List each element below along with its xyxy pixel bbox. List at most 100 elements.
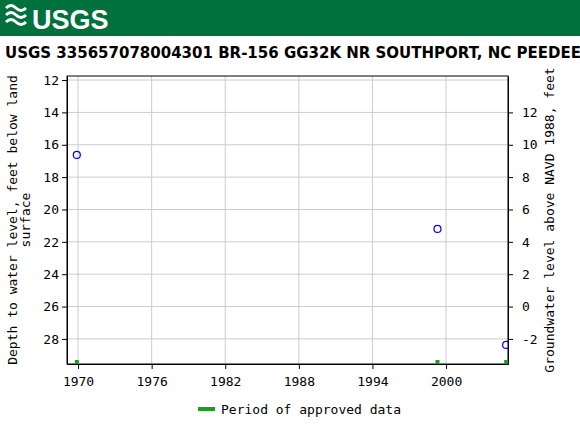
grid-line-y xyxy=(67,144,508,145)
tick-mark xyxy=(62,274,67,275)
tick: 2 xyxy=(508,267,530,282)
data-point xyxy=(503,341,508,348)
logo-wave xyxy=(6,20,26,25)
chart: USGS USGS 335657078004301 BR-156 GG32K NR… xyxy=(0,0,580,430)
tick: 12 xyxy=(508,105,538,120)
grid-line-x xyxy=(225,76,226,364)
tick-mark xyxy=(508,177,513,178)
tick-mark xyxy=(62,307,67,308)
logo-wave xyxy=(6,6,26,11)
data-point xyxy=(73,151,80,158)
logo-icon xyxy=(6,6,26,25)
approved-period xyxy=(435,360,439,364)
tick-label: 12 xyxy=(522,105,538,120)
legend: Period of approved data xyxy=(198,402,401,417)
tick-label: -2 xyxy=(522,332,538,347)
tick: 14 xyxy=(43,105,67,120)
tick-mark xyxy=(508,145,513,146)
grid-line-y xyxy=(67,241,508,242)
tick-label: 1976 xyxy=(136,374,167,389)
y-axis-title: surface xyxy=(18,192,33,247)
tick-label: 18 xyxy=(43,170,59,185)
grid-line-x xyxy=(298,76,299,364)
tick: 10 xyxy=(508,137,538,152)
tick-mark xyxy=(62,145,67,146)
tick-mark xyxy=(152,364,153,369)
y-axis: 12 14 16 18 20 22 24 26 28 xyxy=(43,73,67,365)
tick-mark xyxy=(508,242,513,243)
tick-label: 1994 xyxy=(357,374,388,389)
tick: 8 xyxy=(508,170,530,185)
tick-mark xyxy=(62,112,67,113)
y2-axis: -2 0 2 4 6 8 10 12 xyxy=(508,77,538,365)
grid-line-y xyxy=(67,80,508,81)
tick: 1970 xyxy=(63,364,94,389)
tick: 24 xyxy=(43,267,67,282)
tick-label: 20 xyxy=(43,202,59,217)
grid-line-x xyxy=(78,76,79,364)
tick-label: 28 xyxy=(43,332,59,347)
grid-line-y xyxy=(67,112,508,113)
grid-line-x xyxy=(151,76,152,364)
data-point xyxy=(434,225,441,232)
grid-line-y xyxy=(67,274,508,275)
grid-line-y xyxy=(67,306,508,307)
tick-label: 4 xyxy=(522,235,530,250)
tick-mark xyxy=(62,339,67,340)
tick-mark xyxy=(225,364,226,369)
title: USGS 335657078004301 BR-156 GG32K NR SOU… xyxy=(5,44,580,62)
tick-mark xyxy=(62,242,67,243)
logo-wave xyxy=(6,13,26,18)
tick-mark xyxy=(78,364,79,369)
grid xyxy=(67,76,508,364)
tick: 6 xyxy=(508,202,530,217)
legend-label: Period of approved data xyxy=(221,402,401,417)
tick-mark xyxy=(62,80,67,81)
tick-mark xyxy=(508,307,513,308)
tick: 1976 xyxy=(136,364,167,389)
tick-label: 26 xyxy=(43,299,59,314)
grid-line-y xyxy=(67,209,508,210)
tick: 12 xyxy=(43,73,67,88)
tick: 16 xyxy=(43,137,67,152)
grid-line-y xyxy=(67,338,508,339)
tick: 22 xyxy=(43,235,67,250)
header-logo: USGS xyxy=(32,5,109,35)
tick-label: 14 xyxy=(43,105,59,120)
tick-label: 24 xyxy=(43,267,59,282)
y2-axis-title: Groundwater level above NAVD 1988, feet xyxy=(542,67,557,372)
tick-label: 16 xyxy=(43,137,59,152)
tick-mark xyxy=(372,364,373,369)
marks xyxy=(73,151,508,364)
tick: 1994 xyxy=(357,364,388,389)
plot-frame xyxy=(67,76,508,364)
tick: 26 xyxy=(43,299,67,314)
tick-mark xyxy=(299,364,300,369)
tick-label: 2 xyxy=(522,267,530,282)
tick: 20 xyxy=(43,202,67,217)
tick: 2000 xyxy=(431,364,462,389)
tick-label: 12 xyxy=(43,73,59,88)
approved-period xyxy=(75,360,79,364)
tick: 4 xyxy=(508,235,530,250)
tick-label: 10 xyxy=(522,137,538,152)
grid-line-x xyxy=(372,76,373,364)
x-axis: 197019761982198819942000 xyxy=(63,364,509,389)
tick-label: 1970 xyxy=(63,374,94,389)
tick-label: 1982 xyxy=(210,374,241,389)
legend-swatch xyxy=(198,407,215,411)
tick: -2 xyxy=(508,332,538,347)
tick-label: 6 xyxy=(522,202,530,217)
tick-label: 0 xyxy=(522,299,530,314)
tick: 28 xyxy=(43,332,67,347)
header-banner xyxy=(0,0,580,36)
tick-label: 8 xyxy=(522,170,530,185)
tick: 18 xyxy=(43,170,67,185)
tick-mark xyxy=(508,274,513,275)
tick-mark xyxy=(62,177,67,178)
grid-line-y xyxy=(67,177,508,178)
tick-mark xyxy=(62,209,67,210)
grid-line-x xyxy=(446,76,447,364)
tick: 1982 xyxy=(210,364,241,389)
tick-mark xyxy=(508,339,513,340)
